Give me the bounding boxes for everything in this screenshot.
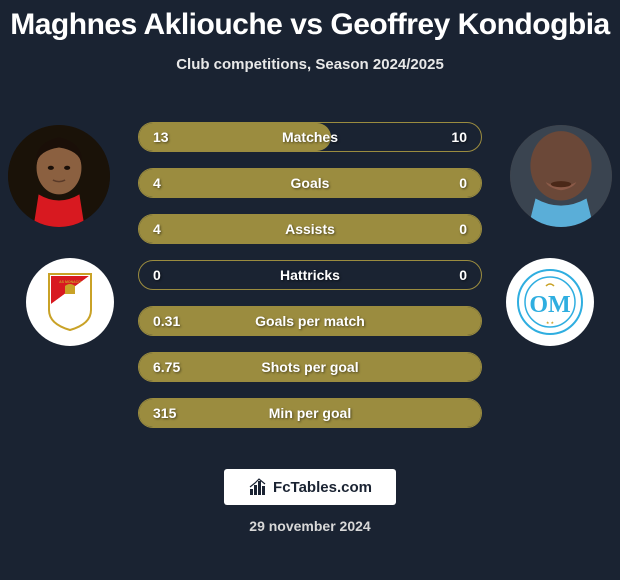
branding-badge: FcTables.com [224, 469, 396, 505]
stat-left-value: 0.31 [153, 313, 193, 329]
stat-row: 6.75 Shots per goal [138, 352, 482, 382]
stat-left-value: 13 [153, 129, 193, 145]
stat-row: 13 Matches 10 [138, 122, 482, 152]
svg-text:AS MONACO: AS MONACO [59, 280, 81, 284]
brand-text: FcTables.com [273, 479, 372, 496]
stat-row: 4 Goals 0 [138, 168, 482, 198]
chart-icon [248, 477, 268, 497]
player-left-portrait [8, 125, 110, 227]
stat-label: Shots per goal [193, 359, 427, 375]
stat-left-value: 6.75 [153, 359, 193, 375]
club-left-logo: AS MONACO [26, 258, 114, 346]
stat-label: Matches [193, 129, 427, 145]
svg-text:OM: OM [529, 292, 570, 318]
stat-row: 0 Hattricks 0 [138, 260, 482, 290]
stat-right-value: 0 [427, 175, 467, 191]
stat-left-value: 315 [153, 405, 193, 421]
stat-label: Hattricks [193, 267, 427, 283]
stat-left-value: 4 [153, 175, 193, 191]
season-subtitle: Club competitions, Season 2024/2025 [0, 56, 620, 73]
club-right-logo: OM ★ ★ [506, 258, 594, 346]
svg-text:★ ★: ★ ★ [546, 320, 555, 325]
comparison-title: Maghnes Akliouche vs Geoffrey Kondogbia [0, 0, 620, 42]
stat-right-value: 0 [427, 267, 467, 283]
player-right-portrait [510, 125, 612, 227]
stats-container: 13 Matches 10 4 Goals 0 4 Assists 0 0 Ha… [138, 122, 482, 444]
comparison-date: 29 november 2024 [0, 518, 620, 534]
stat-right-value: 10 [427, 129, 467, 145]
stat-right-value: 0 [427, 221, 467, 237]
stat-label: Goals [193, 175, 427, 191]
stat-label: Min per goal [193, 405, 427, 421]
stat-left-value: 4 [153, 221, 193, 237]
stat-row: 0.31 Goals per match [138, 306, 482, 336]
stat-label: Goals per match [193, 313, 427, 329]
stat-row: 4 Assists 0 [138, 214, 482, 244]
stat-label: Assists [193, 221, 427, 237]
stat-left-value: 0 [153, 267, 193, 283]
stat-row: 315 Min per goal [138, 398, 482, 428]
